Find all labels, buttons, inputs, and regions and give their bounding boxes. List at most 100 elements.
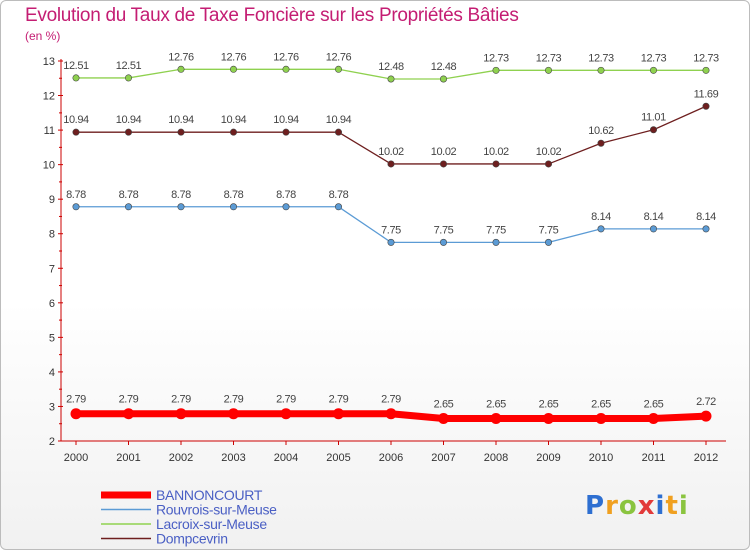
data-label: 2.65 (539, 399, 559, 411)
y-tick-label: 2 (49, 436, 55, 448)
data-point (492, 238, 500, 246)
x-tick-label: 2001 (116, 452, 140, 464)
data-point (282, 65, 290, 73)
data-label: 12.73 (536, 52, 562, 64)
brand-letter: P (585, 491, 606, 521)
data-point (702, 66, 710, 74)
data-point (702, 102, 710, 110)
data-point (72, 128, 80, 136)
legend-label: Dompcevrin (156, 531, 228, 547)
data-point (649, 66, 657, 74)
data-label: 12.51 (63, 60, 89, 72)
data-point (439, 160, 447, 168)
x-tick-label: 2007 (431, 452, 455, 464)
data-point (387, 75, 395, 83)
data-label: 12.76 (221, 51, 247, 63)
data-label: 7.75 (434, 224, 454, 236)
data-label: 12.76 (168, 51, 194, 63)
data-point (439, 75, 447, 83)
y-tick-label: 7 (49, 263, 55, 275)
x-tick-label: 2003 (221, 452, 245, 464)
x-tick-label: 2010 (589, 452, 613, 464)
data-label: 12.73 (641, 52, 667, 64)
data-label: 12.73 (588, 52, 614, 64)
data-point (177, 65, 185, 73)
data-label: 12.73 (693, 52, 719, 64)
data-point (230, 128, 238, 136)
data-point (597, 139, 605, 147)
data-point (387, 160, 395, 168)
data-point (597, 66, 605, 74)
data-point (649, 126, 657, 134)
data-label: 12.48 (431, 61, 457, 73)
data-point (70, 408, 82, 420)
y-tick-label: 10 (43, 160, 55, 172)
data-label: 8.14 (696, 211, 716, 223)
legend-label: BANNONCOURT (156, 487, 263, 503)
data-label: 2.65 (486, 399, 506, 411)
data-point (177, 203, 185, 211)
legend-label: Lacroix-sur-Meuse (156, 516, 267, 532)
brand-logo: Proxiti (585, 491, 689, 521)
y-tick-label: 12 (43, 91, 55, 103)
x-tick-label: 2002 (169, 452, 193, 464)
x-tick-label: 2006 (379, 452, 403, 464)
data-point (334, 128, 342, 136)
brand-letter: i (655, 491, 666, 521)
brand-letter: r (605, 491, 619, 521)
data-point (123, 408, 134, 420)
data-label: 12.73 (483, 52, 509, 64)
data-point (700, 410, 712, 422)
x-tick-label: 2008 (484, 452, 508, 464)
x-tick-label: 2011 (642, 452, 666, 464)
x-tick-label: 2009 (536, 452, 560, 464)
data-label: 2.65 (591, 399, 611, 411)
data-label: 7.75 (539, 224, 559, 236)
data-point (175, 408, 187, 420)
data-label: 2.79 (171, 394, 191, 406)
brand-letter: x (637, 491, 656, 521)
data-label: 8.78 (66, 189, 86, 201)
data-point (334, 65, 342, 73)
data-label: 10.02 (536, 146, 562, 158)
data-label: 2.65 (434, 399, 454, 411)
data-label: 10.02 (431, 146, 457, 158)
data-point (125, 74, 133, 82)
data-label: 7.75 (486, 224, 506, 236)
data-label: 8.14 (591, 211, 611, 223)
data-point (125, 203, 133, 211)
data-label: 2.79 (329, 394, 349, 406)
brand-letter: o (618, 491, 638, 521)
data-point (280, 408, 292, 420)
y-tick-label: 13 (43, 56, 55, 68)
data-label: 10.62 (588, 125, 614, 137)
x-tick-label: 2012 (694, 452, 718, 464)
data-point (490, 413, 502, 425)
data-point (544, 160, 552, 168)
data-label: 8.78 (276, 189, 296, 201)
data-point (230, 65, 238, 73)
y-tick-label: 4 (49, 367, 55, 379)
x-tick-label: 2000 (64, 452, 88, 464)
data-label: 2.79 (381, 394, 401, 406)
data-point (333, 408, 344, 420)
y-tick-label: 5 (49, 332, 55, 344)
brand-letter: t (665, 491, 679, 521)
data-point (72, 74, 80, 82)
y-axis-unit-label: (en %) (25, 29, 61, 43)
data-label: 11.01 (641, 112, 666, 124)
x-tick-label: 2005 (326, 452, 350, 464)
chart-title: Evolution du Taux de Taxe Foncière sur l… (25, 5, 519, 26)
legend-label: Rouvrois-sur-Meuse (156, 502, 277, 518)
brand-letter: i (678, 491, 689, 521)
data-label: 2.79 (119, 394, 139, 406)
data-point (544, 238, 552, 246)
data-point (702, 225, 710, 233)
y-tick-label: 6 (49, 298, 55, 310)
data-label: 2.79 (224, 394, 244, 406)
data-point (282, 203, 290, 211)
y-tick-label: 8 (49, 229, 55, 241)
data-label: 2.79 (276, 394, 296, 406)
data-point (438, 413, 449, 425)
